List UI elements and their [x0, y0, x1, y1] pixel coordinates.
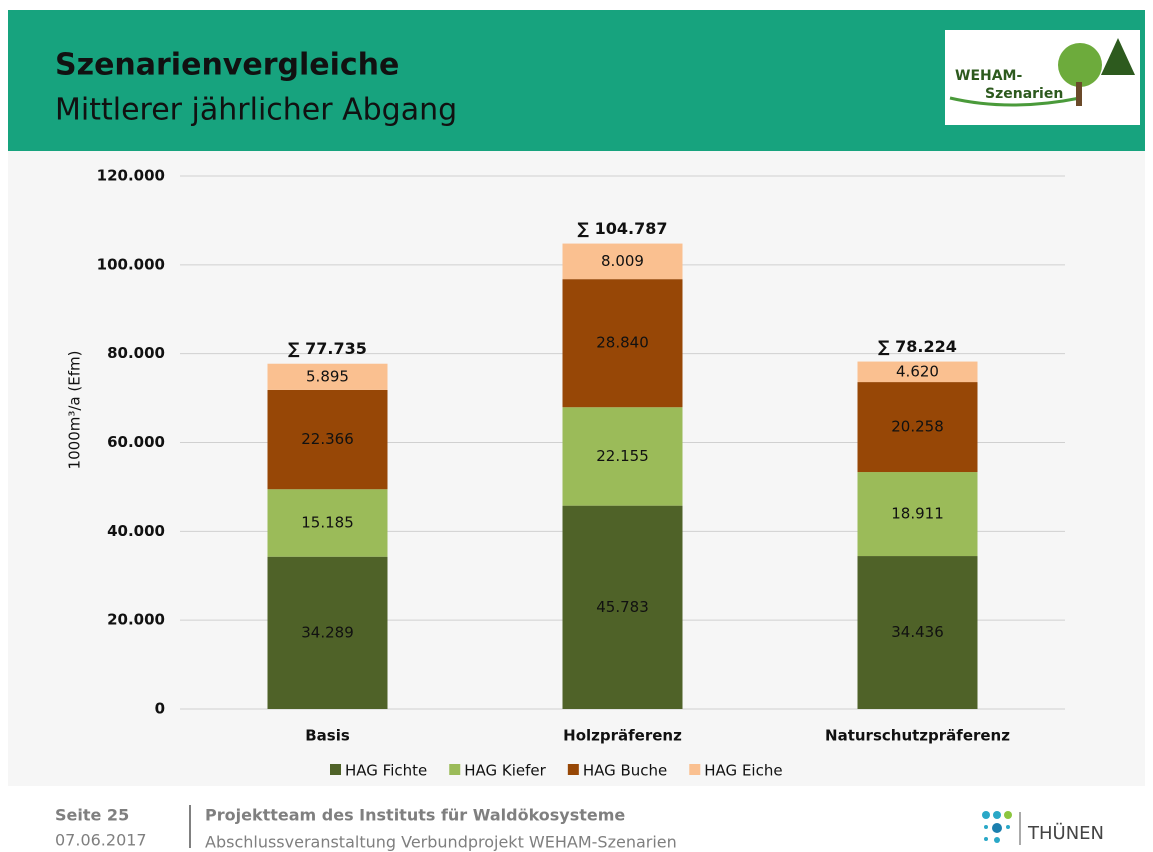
y-tick-label: 120.000	[97, 167, 165, 185]
value-label: 34.289	[301, 623, 354, 641]
brand-dot	[982, 811, 990, 819]
y-tick-label: 80.000	[107, 344, 165, 362]
bar-segment	[857, 556, 978, 709]
total-label: ∑ 104.787	[578, 219, 668, 238]
value-label: 34.436	[891, 623, 944, 641]
bar-segment	[857, 472, 978, 557]
legend-swatch	[330, 764, 341, 775]
total-label: ∑ 78.224	[878, 337, 957, 356]
event: Abschlussveranstaltung Verbundprojekt WE…	[205, 833, 677, 852]
logo-tree	[1101, 38, 1135, 75]
brand-dot	[984, 825, 988, 829]
bar-segment	[562, 505, 683, 709]
legend-label: HAG Kiefer	[464, 762, 546, 780]
logo-text: Szenarien	[985, 86, 1063, 102]
bar-segment	[267, 489, 388, 557]
x-tick-label: Naturschutzpräferenz	[825, 727, 1010, 745]
logo-box	[945, 30, 1140, 125]
value-label: 22.366	[301, 430, 354, 448]
brand-name: THÜNEN	[1027, 822, 1104, 844]
bar-segment	[562, 279, 683, 408]
value-label: 22.155	[596, 447, 649, 465]
value-label: 5.895	[306, 367, 349, 385]
bar-segment	[562, 407, 683, 506]
value-label: 18.911	[891, 505, 944, 523]
brand-dot	[1006, 825, 1010, 829]
x-tick-label: Basis	[305, 727, 350, 745]
value-label: 8.009	[601, 252, 644, 270]
title: Szenarienvergleiche	[55, 48, 399, 83]
bar-segment	[857, 361, 978, 383]
plot: 0 20.000 40.000 60.000 80.000 100.000 120.000 3…	[97, 167, 1065, 780]
logo-trunk	[1076, 82, 1082, 106]
y-tick-label: 40.000	[107, 522, 165, 540]
bar-segment	[267, 363, 388, 390]
bar-segment	[267, 389, 388, 490]
logo-tree	[1058, 43, 1102, 87]
total-label: ∑ 77.735	[288, 339, 367, 358]
logo: WEHAM- Szenarien	[945, 30, 1140, 125]
bar-segment	[267, 556, 388, 709]
brand-dot	[993, 811, 1001, 819]
y-tick-label: 0	[155, 700, 165, 718]
value-label: 20.258	[891, 418, 944, 436]
brand-dot	[984, 837, 988, 841]
bar-segment	[857, 382, 978, 473]
value-label: 15.185	[301, 513, 354, 531]
legend-swatch	[567, 764, 579, 775]
x-tick-label: Holzpräferenz	[563, 727, 682, 745]
page-number: Seite 25	[55, 806, 129, 825]
brand-dot	[992, 823, 1002, 833]
legend-swatch	[689, 764, 701, 775]
logo-text: WEHAM-	[955, 68, 1022, 84]
legend-label: HAG Eiche	[704, 762, 782, 780]
y-tick-label: 60.000	[107, 433, 165, 451]
subtitle: Mittlerer jährlicher Abgang	[55, 93, 457, 128]
value-label: 28.840	[596, 334, 649, 352]
brand-logo: THÜNEN	[982, 811, 1104, 845]
y-axis-label: 1000m³/a (Efm)	[66, 351, 84, 470]
legend-label: HAG Fichte	[345, 762, 427, 780]
y-tick-label: 100.000	[97, 255, 165, 273]
team: Projektteam des Instituts für Waldökosys…	[205, 806, 625, 825]
brand-dot	[994, 837, 1000, 843]
bar-segment	[562, 243, 683, 280]
value-label: 45.783	[596, 598, 649, 616]
value-label: 4.620	[896, 362, 939, 380]
logo-swoosh	[949, 96, 1081, 107]
brand-dot	[1004, 811, 1012, 819]
legend-swatch	[449, 764, 461, 775]
date: 07.06.2017	[55, 831, 147, 850]
y-tick-label: 20.000	[107, 611, 165, 629]
legend-label: HAG Buche	[583, 762, 667, 780]
